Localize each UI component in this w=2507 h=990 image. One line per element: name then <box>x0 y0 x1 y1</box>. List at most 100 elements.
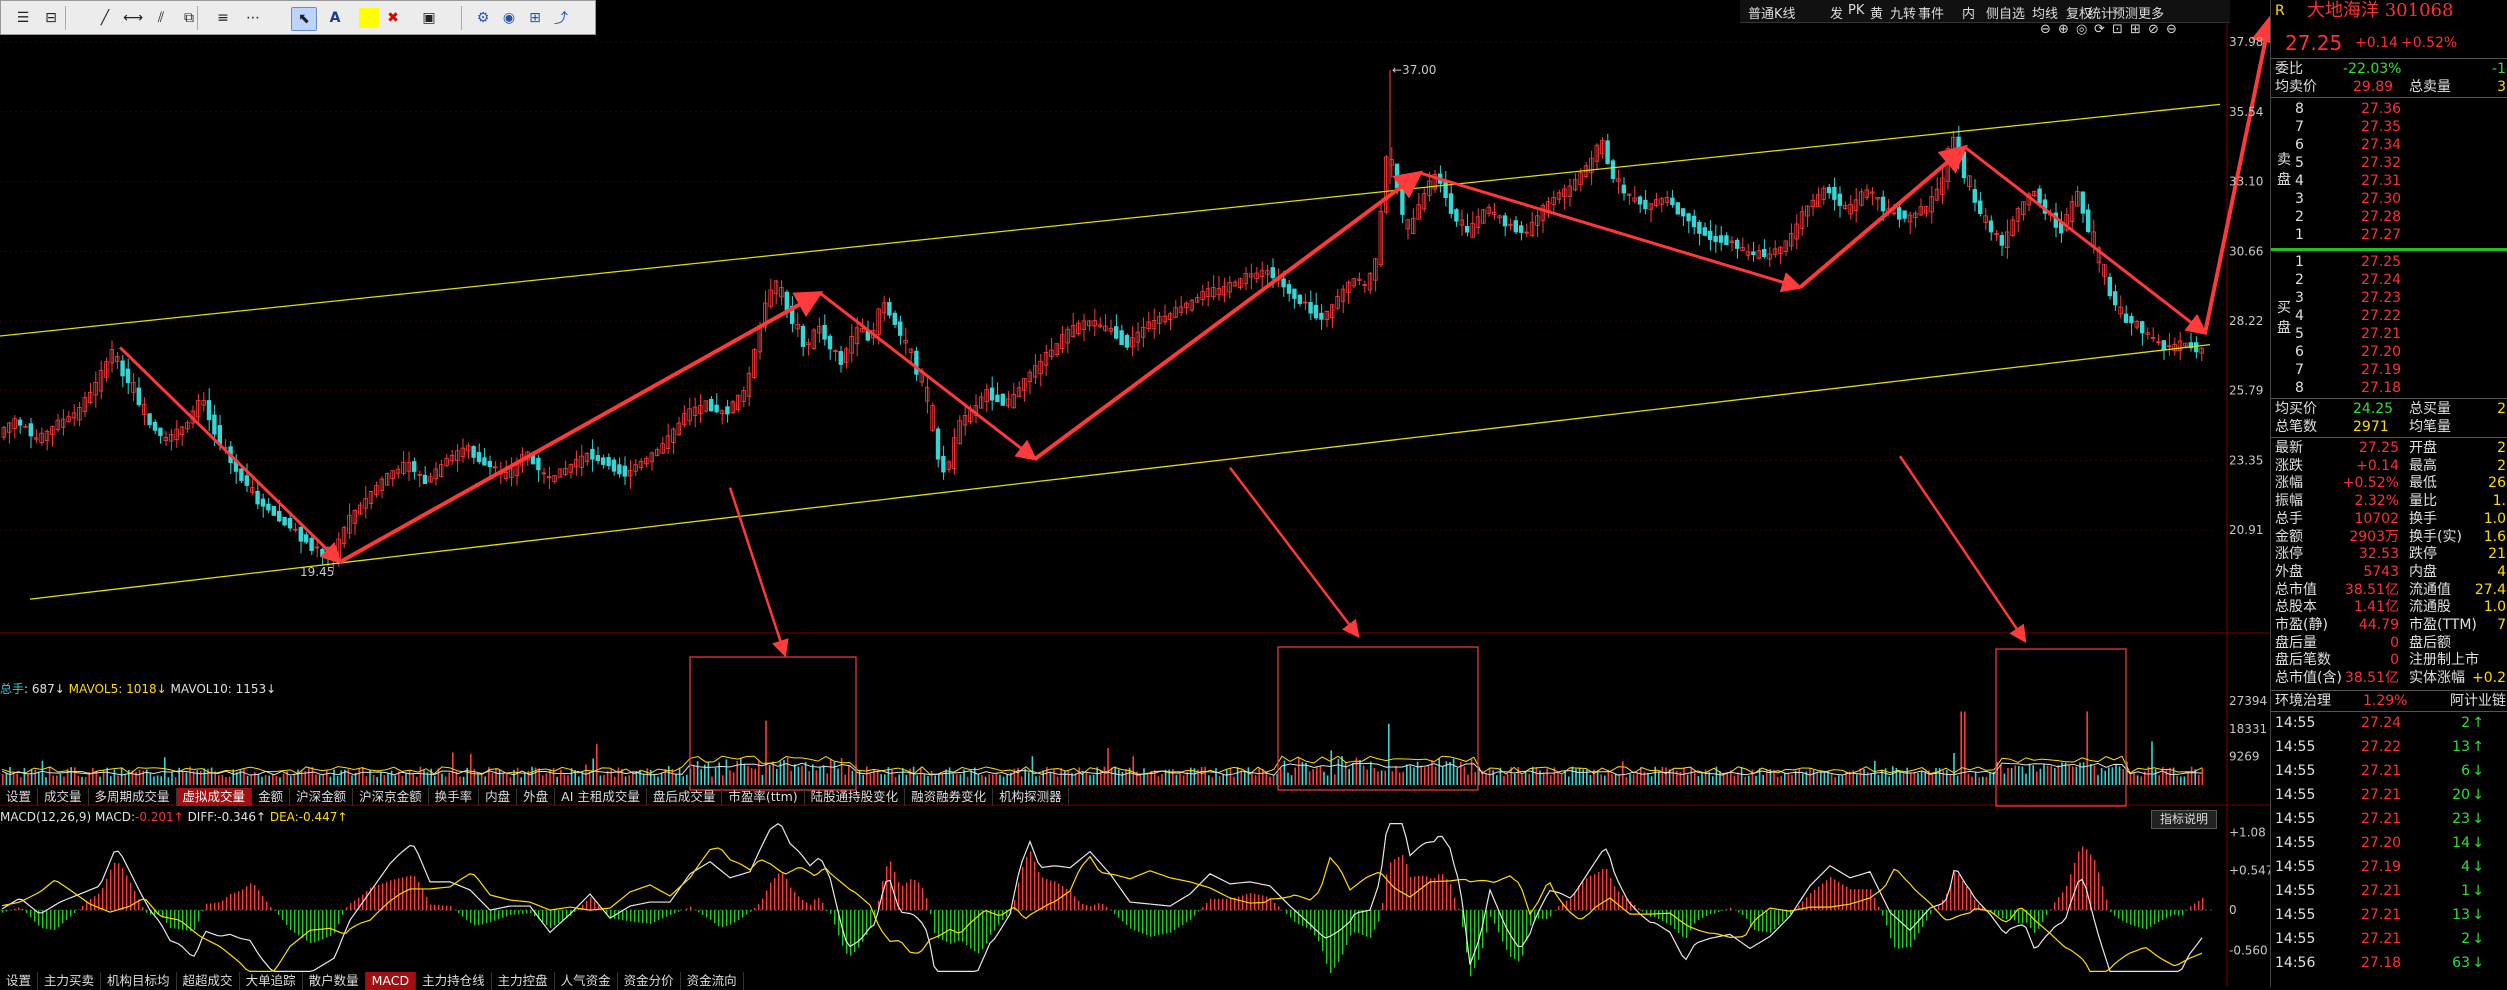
volume-bar <box>2191 767 2193 785</box>
chart-control-icon[interactable]: ⊘ <box>2148 22 2159 37</box>
gear-tool-button[interactable]: ⚙ <box>471 7 495 29</box>
volume-bar <box>290 776 292 785</box>
tab-主力持仓线[interactable]: 主力持仓线 <box>416 972 492 990</box>
tab-沪深金额[interactable]: 沪深金额 <box>290 788 353 806</box>
tab-主力控盘[interactable]: 主力控盘 <box>492 972 555 990</box>
tab-融资融券变化[interactable]: 融资融券变化 <box>905 788 993 806</box>
volume-bar <box>1294 768 1296 785</box>
topbar-item-2[interactable]: PK <box>1848 3 1864 18</box>
candle-body <box>256 491 260 504</box>
level-tool-button[interactable]: ≡ <box>211 7 235 29</box>
export-tool-button[interactable]: ⤴ <box>549 7 573 29</box>
volume-bar <box>549 769 551 785</box>
color-tool-button[interactable] <box>357 7 381 29</box>
macd-histogram-bar <box>2182 910 2183 915</box>
volume-bar <box>243 769 245 785</box>
chart-control-icon[interactable]: ⊞ <box>2130 22 2141 37</box>
topbar-item-11[interactable]: 预测 <box>2112 3 2138 22</box>
tab-金额[interactable]: 金额 <box>252 788 290 806</box>
macd-histogram-bar <box>494 910 495 921</box>
macd-histogram-bar <box>1846 887 1847 910</box>
text-tool-button[interactable]: A <box>323 7 347 29</box>
cursor-tool-button[interactable]: ⬉ <box>291 7 317 31</box>
ruler-tool-button[interactable]: ⊟ <box>39 7 63 29</box>
tab-散户数量[interactable]: 散户数量 <box>303 972 366 990</box>
chart-control-icon[interactable]: ⊖ <box>2040 22 2051 37</box>
volume-bar <box>1467 775 1469 785</box>
tab-换手率[interactable]: 换手率 <box>429 788 480 806</box>
tab-成交量[interactable]: 成交量 <box>38 788 89 806</box>
list-tool-button[interactable]: ☰ <box>11 7 35 29</box>
segment-tool-button[interactable]: ⟷ <box>121 7 145 29</box>
topbar-item-12[interactable]: 更多 <box>2138 3 2164 22</box>
stock-price-row: 27.25+0.14+0.52% <box>2271 34 2507 52</box>
macd-histogram-bar <box>234 893 235 910</box>
buy-level: 7 <box>2295 361 2304 379</box>
macd-histogram-bar <box>922 888 923 910</box>
tab-内盘[interactable]: 内盘 <box>479 788 517 806</box>
tab-陆股通持股变化[interactable]: 陆股通持股变化 <box>805 788 906 806</box>
topbar-item-8[interactable]: 均线 <box>2032 3 2058 22</box>
topbar-item-1[interactable]: 发 <box>1830 3 1843 22</box>
macd-histogram-bar <box>1410 877 1411 910</box>
indicator-help-button[interactable]: 指标说明 <box>2151 810 2217 829</box>
macd-histogram-bar <box>914 880 915 910</box>
topbar-item-10[interactable]: 统计 <box>2088 3 2114 22</box>
topbar-item-0[interactable]: 普通K线 <box>1748 3 1796 22</box>
macd-histogram-bar <box>1662 910 1663 921</box>
more-tool-button[interactable]: ⋯ <box>241 7 265 29</box>
tab-机构目标均[interactable]: 机构目标均 <box>101 972 177 990</box>
tick-direction: ↓ <box>2472 882 2484 900</box>
topbar-item-7[interactable]: 侧自选 <box>1986 3 2025 22</box>
tab-AI 主租成交量[interactable]: AI 主租成交量 <box>555 788 647 806</box>
tick-time: 14:55 <box>2275 930 2315 948</box>
tab-沪深京金额[interactable]: 沪深京金额 <box>353 788 429 806</box>
chart-control-icon[interactable]: ◎ <box>2076 22 2087 37</box>
tab-多周期成交量[interactable]: 多周期成交量 <box>89 788 177 806</box>
chart-control-icon[interactable]: ⊖ <box>2166 22 2177 37</box>
eye-tool-button[interactable]: ◉ <box>497 7 521 29</box>
volume-bar <box>2198 775 2200 785</box>
tab-设置[interactable]: 设置 <box>0 972 38 990</box>
topbar-item-4[interactable]: 九转 <box>1890 3 1916 22</box>
tab-设置[interactable]: 设置 <box>0 788 38 806</box>
macd-histogram-bar <box>2146 910 2147 929</box>
chart-canvas[interactable]: 37.9835.5433.1030.6628.2225.7923.3520.91… <box>0 0 2270 987</box>
tab-外盘[interactable]: 外盘 <box>517 788 555 806</box>
tab-资金流向[interactable]: 资金流向 <box>681 972 744 990</box>
macd-histogram-bar <box>502 910 503 918</box>
volume-bar <box>2 774 4 785</box>
tab-虚拟成交量[interactable]: 虚拟成交量 <box>177 788 253 806</box>
macd-histogram-bar <box>2194 904 2195 910</box>
tab-人气资金[interactable]: 人气资金 <box>555 972 618 990</box>
macd-histogram-bar <box>1746 910 1747 919</box>
save-tool-button[interactable]: ▣ <box>417 7 441 29</box>
tab-主力买卖[interactable]: 主力买卖 <box>38 972 101 990</box>
tab-大单追踪[interactable]: 大单追踪 <box>240 972 303 990</box>
tab-MACD[interactable]: MACD <box>366 972 416 990</box>
topbar-item-3[interactable]: 黄 <box>1870 3 1883 22</box>
tab-市盈率(ttm)[interactable]: 市盈率(ttm) <box>722 788 804 806</box>
line-tool-button[interactable]: ╱ <box>93 7 117 29</box>
volume-bar <box>2011 768 2013 785</box>
chart-control-icon[interactable]: ⊕ <box>2058 22 2069 37</box>
tab-盘后成交量[interactable]: 盘后成交量 <box>647 788 723 806</box>
volume-bar <box>247 776 249 785</box>
parallel-tool-button[interactable]: ⫽ <box>149 7 173 29</box>
volume-bar <box>1633 774 1635 785</box>
chart-control-icon[interactable]: ⟳ <box>2094 22 2105 37</box>
macd-histogram-bar <box>186 910 187 930</box>
tick-direction: ↓ <box>2472 954 2484 972</box>
topbar-item-6[interactable]: 内 <box>1962 3 1975 22</box>
topbar-item-5[interactable]: 事件 <box>1918 3 1944 22</box>
tab-资金分价[interactable]: 资金分价 <box>618 972 681 990</box>
candle-body <box>1762 249 1766 256</box>
tab-机构探测器[interactable]: 机构探测器 <box>993 788 1069 806</box>
candle-body <box>283 517 287 525</box>
chart-control-icon[interactable]: ⊡ <box>2112 22 2123 37</box>
tab-超超成交[interactable]: 超超成交 <box>177 972 240 990</box>
grid-tool-button[interactable]: ⊞ <box>523 7 547 29</box>
volume-bar <box>448 773 450 785</box>
macd-histogram-bar <box>490 910 491 922</box>
delete-tool-button[interactable]: ✖ <box>381 7 405 29</box>
